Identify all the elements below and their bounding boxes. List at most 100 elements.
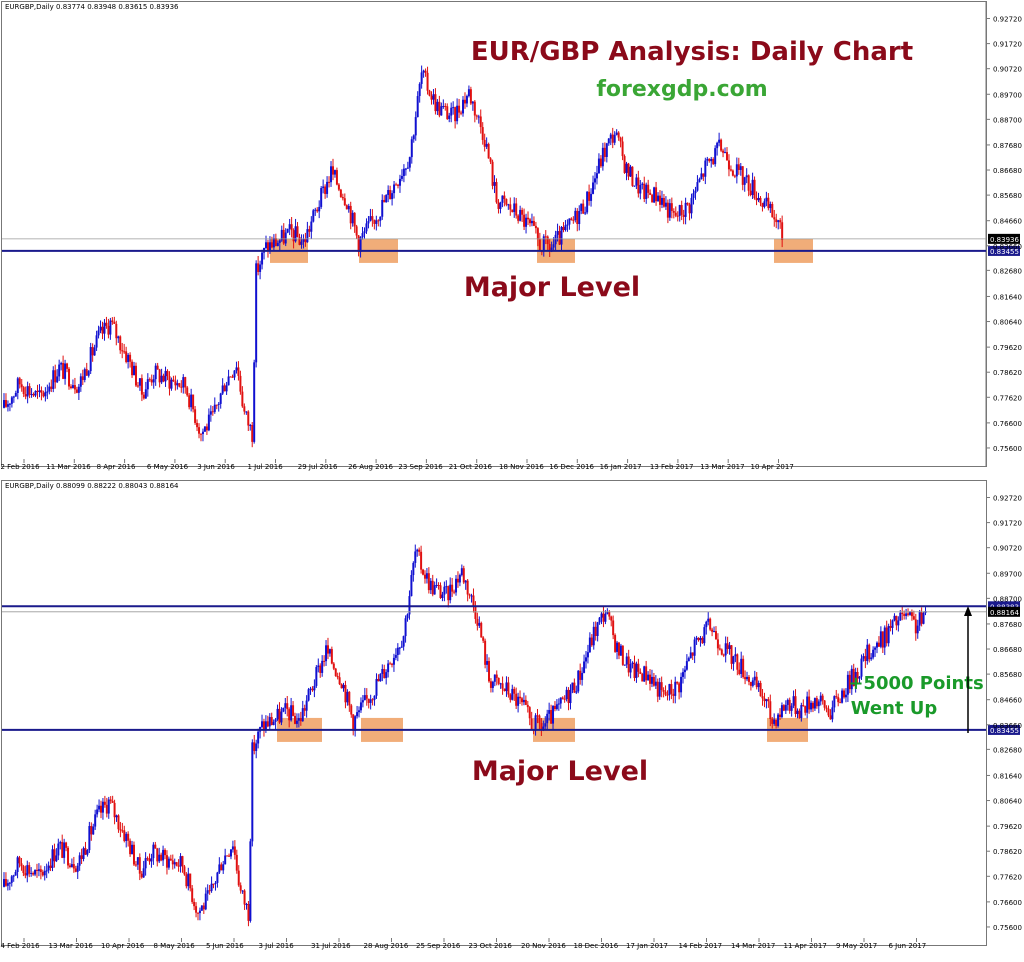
candle-body	[660, 197, 663, 205]
candle-body	[233, 846, 236, 855]
candle-body	[484, 640, 487, 665]
candle-body	[312, 210, 315, 222]
candle-body	[474, 606, 477, 619]
x-tick-label: 21 Oct 2016	[449, 463, 493, 471]
candle-body	[559, 697, 562, 704]
candle-body	[443, 586, 446, 595]
candle-body	[235, 854, 238, 871]
candle-body	[324, 186, 327, 194]
candle-body	[270, 242, 273, 248]
candle-body	[718, 648, 721, 650]
candle-body	[475, 115, 478, 117]
candle-body	[601, 147, 604, 167]
candle-body	[445, 586, 448, 588]
candle-body	[643, 666, 646, 682]
candle-body	[113, 321, 116, 324]
candle-body	[899, 612, 902, 621]
x-tick-label: 14 Mar 2017	[731, 942, 775, 950]
x-tick-label: 8 Apr 2016	[97, 463, 136, 471]
candle-body	[28, 865, 31, 874]
candle-body	[193, 901, 196, 907]
candle-body	[821, 695, 824, 701]
candle-body	[609, 134, 612, 139]
candle-body	[779, 220, 782, 223]
candle-body	[804, 706, 807, 713]
candle-body	[711, 629, 714, 632]
candle-body	[326, 181, 329, 194]
y-tick-label: 0.88700	[993, 116, 1022, 124]
candle-body	[406, 614, 409, 619]
candle-body	[631, 166, 634, 186]
y-tick-label: 0.79620	[993, 344, 1022, 352]
candle-body	[231, 846, 234, 850]
candle-body	[454, 107, 457, 122]
candle-body	[739, 166, 742, 170]
candle-body	[659, 195, 662, 205]
candle-body	[509, 204, 512, 210]
candle-body	[581, 672, 584, 680]
candle-body	[557, 703, 560, 705]
candle-body	[686, 202, 689, 205]
candle-body	[699, 637, 702, 641]
candle-body	[131, 361, 134, 376]
candle-body	[52, 370, 55, 389]
candle-body	[817, 701, 820, 707]
x-tick-label: 20 Nov 2016	[521, 942, 566, 950]
candle-body	[613, 134, 616, 143]
candle-body	[733, 175, 736, 177]
candle-body	[427, 573, 430, 591]
candle-body	[833, 696, 836, 708]
candle-body	[332, 663, 335, 669]
candle-body	[305, 700, 308, 711]
candle-body	[18, 378, 21, 385]
candle-body	[635, 663, 638, 678]
candle-body	[429, 580, 432, 591]
candle-body	[164, 370, 167, 382]
candle-body	[658, 682, 661, 697]
candle-body	[356, 712, 359, 717]
candle-body	[639, 184, 642, 194]
candle-body	[140, 378, 143, 395]
y-tick-label: 0.92720	[993, 16, 1022, 24]
candle-body	[777, 220, 780, 223]
y-tick-label: 0.89700	[993, 91, 1022, 99]
candle-body	[189, 873, 192, 889]
candle-body	[488, 661, 490, 682]
candle-body	[450, 107, 453, 116]
candle-body	[165, 855, 168, 868]
candle-body	[755, 198, 758, 201]
candle-body	[495, 674, 498, 679]
candle-body	[623, 664, 626, 666]
candle-body	[325, 645, 328, 662]
candle-body	[599, 158, 602, 167]
y-tick-label: 0.92720	[993, 495, 1022, 503]
x-tick-label: 26 Aug 2016	[348, 463, 393, 471]
candle-body	[323, 660, 326, 662]
candle-body	[379, 673, 382, 682]
candle-body	[45, 870, 48, 872]
candle-body	[511, 209, 514, 213]
candle-body	[682, 214, 685, 217]
candle-body	[452, 107, 455, 109]
candle-body	[542, 236, 545, 252]
candle-body	[383, 199, 386, 203]
candle-body	[70, 864, 73, 867]
candle-body	[8, 882, 11, 884]
y-tick-label: 0.78620	[993, 369, 1022, 377]
candle-body	[652, 676, 655, 686]
y-tick-label: 0.84660	[993, 218, 1022, 226]
candle-body	[447, 586, 450, 601]
candle-body	[34, 390, 37, 396]
candle-body	[600, 613, 603, 618]
candle-body	[243, 406, 246, 412]
gain-text-line-1: +5000 Points	[848, 673, 983, 694]
candle-body	[707, 618, 710, 622]
price-axis-label: 0.83455	[990, 727, 1019, 735]
candle-body	[247, 411, 250, 426]
candle-body	[792, 696, 795, 706]
candle-body	[829, 715, 832, 720]
candle-body	[597, 158, 600, 174]
candle-body	[113, 802, 116, 818]
candle-body	[513, 688, 516, 694]
candle-body	[381, 669, 384, 674]
